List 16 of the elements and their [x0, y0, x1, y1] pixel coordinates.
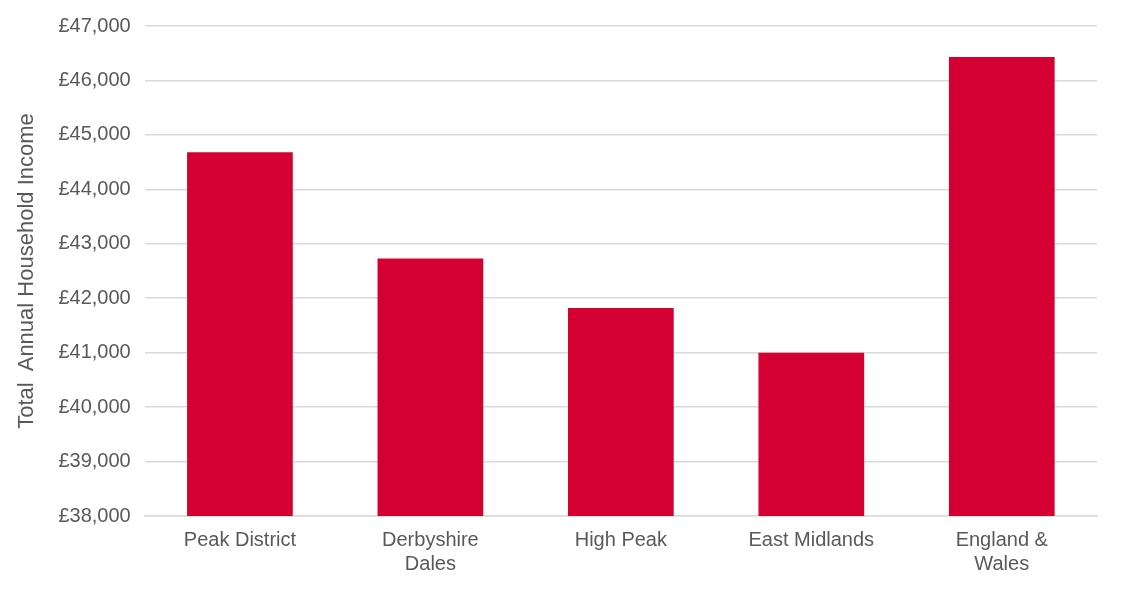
x-tick-label: Derbyshire Dales	[382, 527, 479, 574]
y-tick-label: £43,000	[58, 231, 131, 254]
x-tick-label: England & Wales	[955, 527, 1049, 574]
y-tick-label: £41,000	[58, 340, 131, 363]
y-tick-label: £47,000	[58, 13, 131, 36]
y-tick-label: £45,000	[58, 122, 131, 145]
y-tick-label: £46,000	[58, 67, 131, 90]
y-tick-label: £39,000	[58, 449, 131, 472]
y-tick-label: £40,000	[58, 394, 131, 417]
y-axis-title: Total Annual Household Income	[13, 113, 39, 429]
x-tick-label: East Midlands	[748, 527, 875, 550]
x-tick-label: High Peak	[574, 527, 668, 550]
y-tick-label: £42,000	[58, 285, 131, 308]
y-tick-label: £38,000	[58, 503, 131, 526]
x-tick-label: Peak District	[183, 527, 297, 550]
y-tick-label: £44,000	[58, 176, 131, 199]
